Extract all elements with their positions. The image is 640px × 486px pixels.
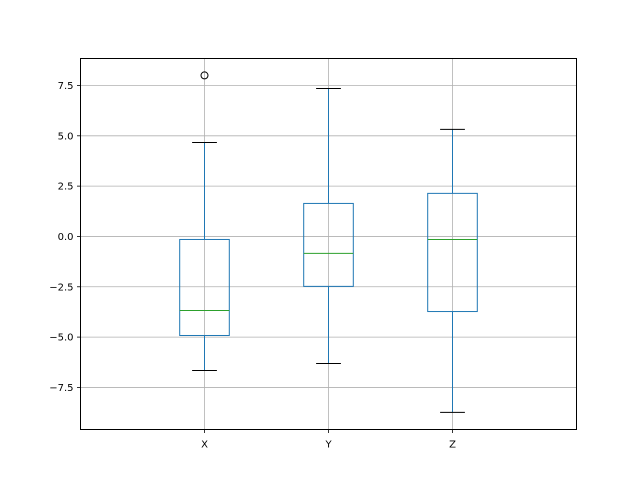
box-x [179, 71, 230, 372]
x-tick-label: Y [324, 440, 332, 451]
box-y [303, 87, 354, 364]
box-z [427, 128, 478, 413]
y-axis: −7.5 −5.0 −2.5 0.0 2.5 5.0 7.5 [49, 81, 81, 394]
y-tick-label: 2.5 [58, 182, 74, 193]
y-tick-label: 7.5 [58, 81, 74, 92]
x-tick-label: Z [449, 440, 456, 451]
y-tick-label: −7.5 [49, 383, 73, 394]
x-tick-label: X [201, 440, 208, 451]
iqr-box [179, 238, 230, 336]
iqr-box [427, 192, 478, 313]
iqr-box [303, 202, 354, 287]
y-tick-label: −2.5 [49, 282, 73, 293]
outlier-point [200, 71, 209, 80]
x-axis: X Y Z [201, 429, 456, 451]
y-tick-label: −5.0 [49, 333, 73, 344]
y-tick-label: 5.0 [58, 131, 74, 142]
y-tick-label: 0.0 [58, 232, 74, 243]
boxes [179, 71, 478, 413]
